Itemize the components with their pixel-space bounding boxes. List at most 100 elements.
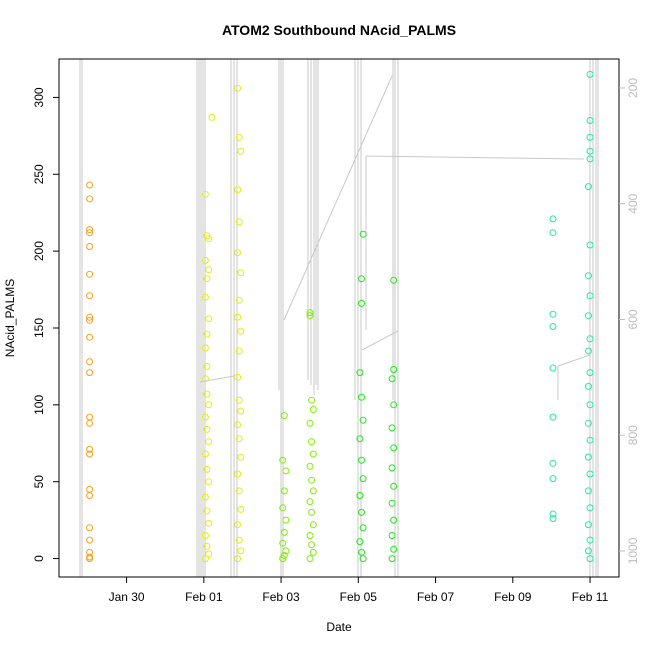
data-point — [235, 435, 243, 443]
y2-tick-label: 800 — [626, 425, 640, 445]
data-point — [86, 333, 94, 341]
data-point — [86, 270, 94, 278]
data-point — [201, 450, 209, 458]
data-point — [388, 464, 396, 472]
data-point — [388, 555, 396, 563]
data-point — [235, 396, 243, 404]
data-point — [86, 450, 94, 458]
data-point — [282, 467, 290, 475]
data-point — [282, 516, 290, 524]
y-tick-label: 100 — [32, 395, 46, 415]
data-point — [201, 532, 209, 539]
data-point — [237, 505, 245, 513]
data-point — [586, 536, 594, 544]
data-point — [205, 478, 213, 486]
data-point — [235, 218, 243, 226]
data-point — [358, 275, 365, 283]
data-point — [586, 436, 594, 444]
data-point — [86, 313, 94, 321]
data-point — [308, 438, 316, 446]
data-point — [86, 555, 94, 563]
data-point — [205, 550, 213, 558]
data-point — [203, 330, 211, 338]
y2-tick-label: 400 — [626, 193, 640, 213]
data-point — [205, 401, 213, 409]
data-point — [586, 504, 594, 512]
data-point — [356, 435, 364, 443]
y-tick-label: 300 — [32, 87, 46, 107]
data-point — [586, 70, 594, 78]
data-point — [203, 362, 211, 370]
data-point — [584, 521, 592, 529]
data-point — [358, 456, 365, 464]
data-point — [234, 313, 242, 321]
data-point — [234, 521, 242, 529]
data-point — [86, 413, 94, 421]
data-point — [586, 155, 594, 163]
data-point — [86, 292, 94, 300]
data-point — [280, 528, 288, 536]
x-axis-title: Date — [326, 620, 352, 634]
data-point — [388, 499, 396, 507]
x-tick-label: Feb 05 — [340, 590, 378, 604]
data-point — [306, 312, 314, 320]
data-point — [584, 547, 592, 555]
data-point — [86, 492, 94, 499]
data-point — [584, 347, 592, 355]
data-point — [86, 358, 94, 366]
data-point — [237, 147, 245, 155]
data-point — [201, 493, 209, 501]
x-tick-label: Jan 30 — [109, 590, 145, 604]
data-point — [549, 413, 557, 421]
data-point — [306, 532, 314, 539]
data-point — [86, 524, 94, 532]
data-point — [205, 235, 213, 243]
altitude-trace-segment — [283, 75, 393, 321]
data-point — [390, 366, 398, 373]
data-point — [390, 516, 398, 524]
data-point — [359, 524, 367, 532]
y-tick-label: 50 — [32, 475, 46, 489]
data-point — [359, 416, 367, 424]
data-point — [237, 327, 245, 335]
data-point — [358, 548, 365, 556]
data-point — [86, 243, 94, 250]
data-point — [306, 419, 314, 427]
data-point — [390, 276, 398, 284]
data-point — [86, 536, 94, 544]
y-axis: 0 50 100 150 200 250 300 — [32, 87, 59, 562]
data-point — [86, 195, 94, 203]
data-point — [86, 369, 94, 377]
data-point — [86, 419, 94, 427]
data-point — [203, 425, 211, 433]
data-point — [359, 230, 367, 238]
x-tick-label: Feb 09 — [494, 590, 532, 604]
data-point — [203, 390, 211, 398]
data-point — [208, 113, 216, 121]
plot-frame — [58, 58, 620, 578]
data-point — [309, 406, 317, 413]
data-point — [308, 541, 316, 549]
data-point — [234, 555, 242, 563]
data-point — [201, 256, 209, 264]
data-point — [201, 190, 209, 198]
x-tick-label: Feb 11 — [572, 590, 609, 604]
data-point — [237, 269, 245, 277]
data-point — [586, 147, 594, 155]
y2-tick-label: 600 — [626, 309, 640, 329]
y-tick-label: 0 — [32, 555, 46, 562]
data-point — [586, 369, 594, 377]
data-point — [86, 445, 94, 453]
data-point — [235, 487, 243, 495]
data-point — [201, 293, 209, 301]
data-point — [356, 492, 364, 499]
data-point — [234, 186, 242, 194]
data-point — [549, 515, 557, 523]
altitude-trace-segment — [361, 330, 399, 351]
y-tick-label: 250 — [32, 164, 46, 184]
data-point — [358, 508, 365, 516]
data-point — [358, 393, 365, 401]
data-point — [205, 438, 213, 446]
data-point — [279, 456, 287, 464]
data-point — [356, 369, 364, 377]
